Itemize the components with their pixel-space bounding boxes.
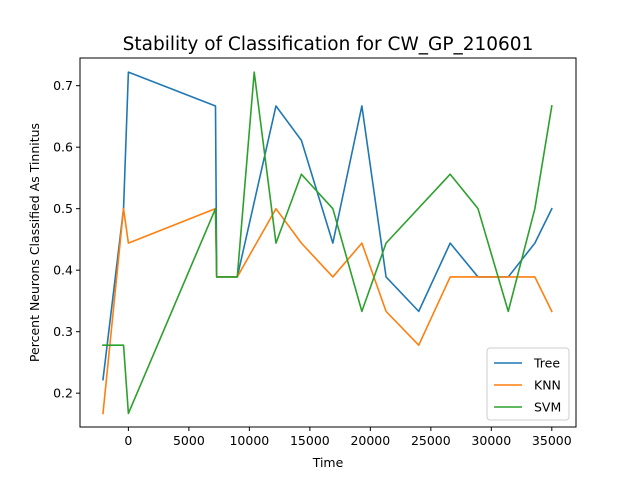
x-tick-label: 25000 xyxy=(411,433,451,448)
series-line-knn xyxy=(102,207,553,415)
legend: Tree KNN SVM xyxy=(486,347,570,421)
x-axis-ticks: 0 5000 10000 15000 20000 25000 30000 35000 xyxy=(124,427,572,448)
x-tick-label: 20000 xyxy=(350,433,390,448)
y-axis-label: Percent Neurons Classified As Tinnitus xyxy=(27,123,42,362)
plot-frame xyxy=(79,57,577,428)
y-axis-ticks: 0.2 0.3 0.4 0.5 0.6 0.7 xyxy=(53,78,80,401)
y-tick-label: 0.2 xyxy=(53,386,73,401)
x-tick-label: 30000 xyxy=(471,433,511,448)
x-tick-label: 5000 xyxy=(173,433,205,448)
y-tick-label: 0.3 xyxy=(53,324,73,339)
y-tick-label: 0.5 xyxy=(53,201,73,216)
x-tick-label: 35000 xyxy=(532,433,572,448)
series-line-svm xyxy=(102,71,553,415)
x-tick-label: 15000 xyxy=(290,433,330,448)
x-axis-label: Time xyxy=(312,455,344,470)
y-tick-label: 0.6 xyxy=(53,140,73,155)
legend-label-svm: SVM xyxy=(534,400,561,415)
y-tick-label: 0.4 xyxy=(53,263,73,278)
legend-label-knn: KNN xyxy=(534,378,561,393)
legend-box xyxy=(486,347,570,421)
chart-title: Stability of Classification for CW_GP_21… xyxy=(123,34,534,55)
series-layer xyxy=(102,71,553,415)
y-tick-label: 0.7 xyxy=(53,78,73,93)
x-tick-label: 10000 xyxy=(229,433,269,448)
x-tick-label: 0 xyxy=(124,433,132,448)
legend-label-tree: Tree xyxy=(533,356,560,371)
